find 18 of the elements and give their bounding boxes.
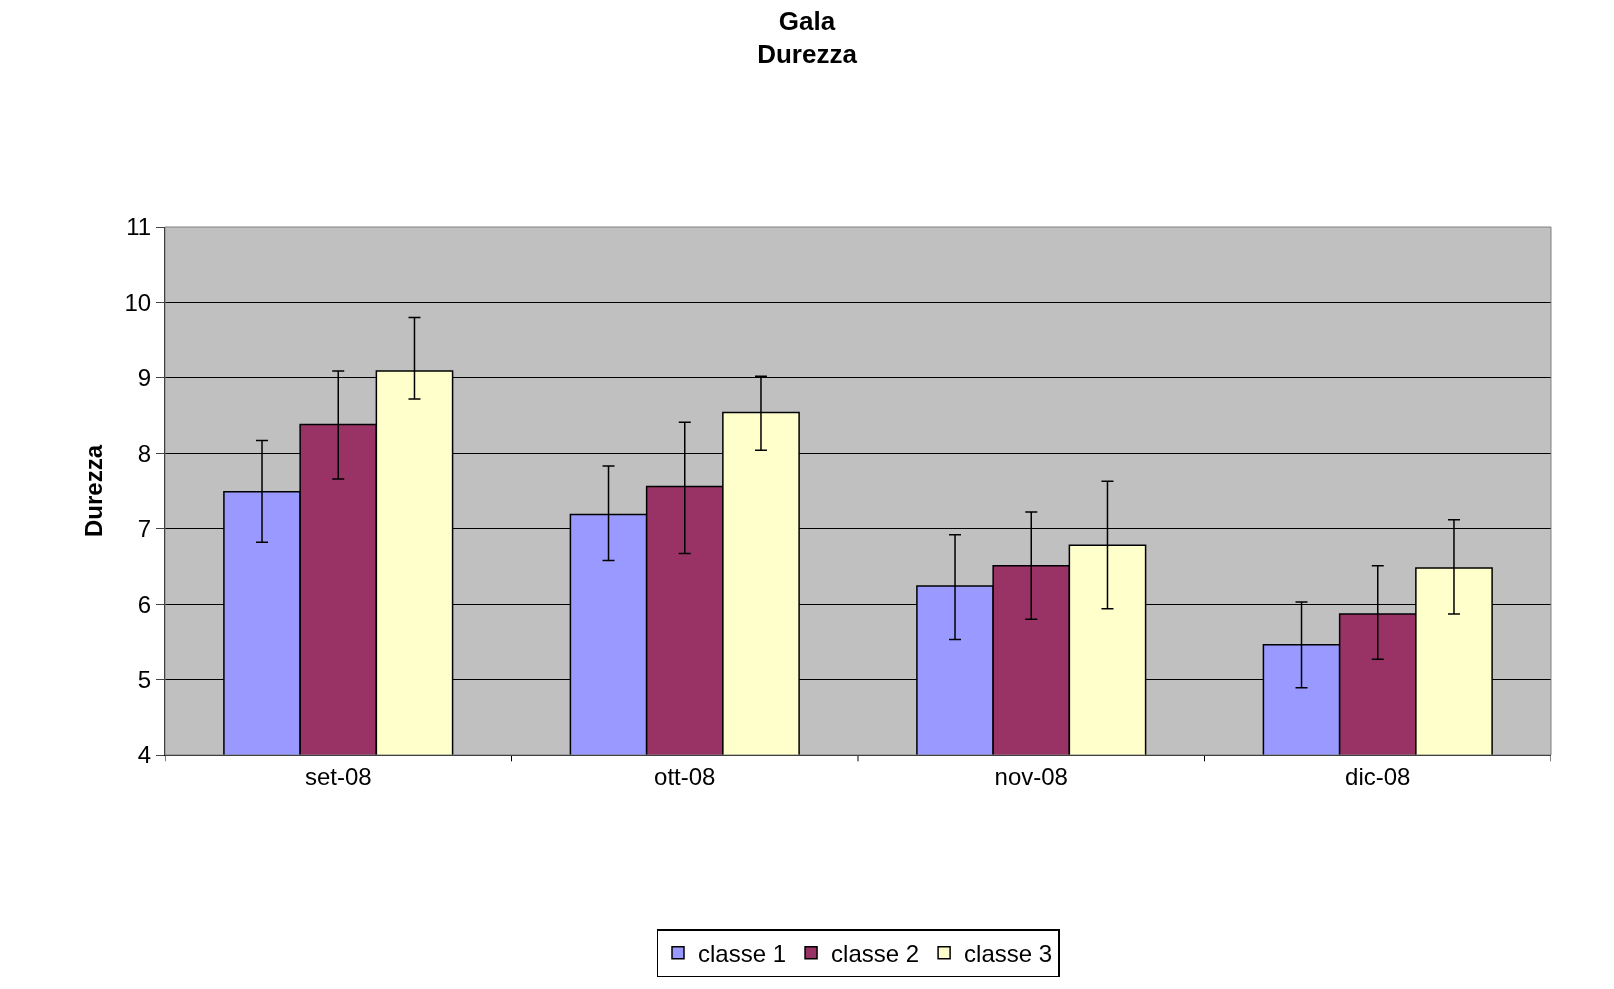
legend-label: classe 3: [964, 940, 1053, 968]
y-tick-label: 6: [137, 590, 152, 618]
legend-label: classe 1: [698, 940, 787, 968]
chart-title: Gala: [778, 5, 836, 36]
x-tick-label: set-08: [304, 762, 372, 790]
x-tick-label: nov-08: [994, 762, 1068, 790]
x-tick-label: ott-08: [654, 762, 716, 790]
y-tick-label: 9: [137, 364, 152, 392]
y-tick-label: 10: [124, 288, 152, 316]
y-tick-label: 8: [137, 439, 152, 467]
x-tick-label: dic-08: [1345, 762, 1411, 790]
chart-subtitle: Durezza: [757, 39, 858, 70]
y-tick-label: 7: [137, 515, 152, 543]
y-tick-label: 11: [126, 213, 152, 241]
legend-label: classe 2: [831, 940, 920, 968]
y-axis-title: Durezza: [79, 444, 107, 538]
y-tick-label: 5: [137, 665, 152, 693]
y-tick-label: 4: [137, 741, 152, 769]
